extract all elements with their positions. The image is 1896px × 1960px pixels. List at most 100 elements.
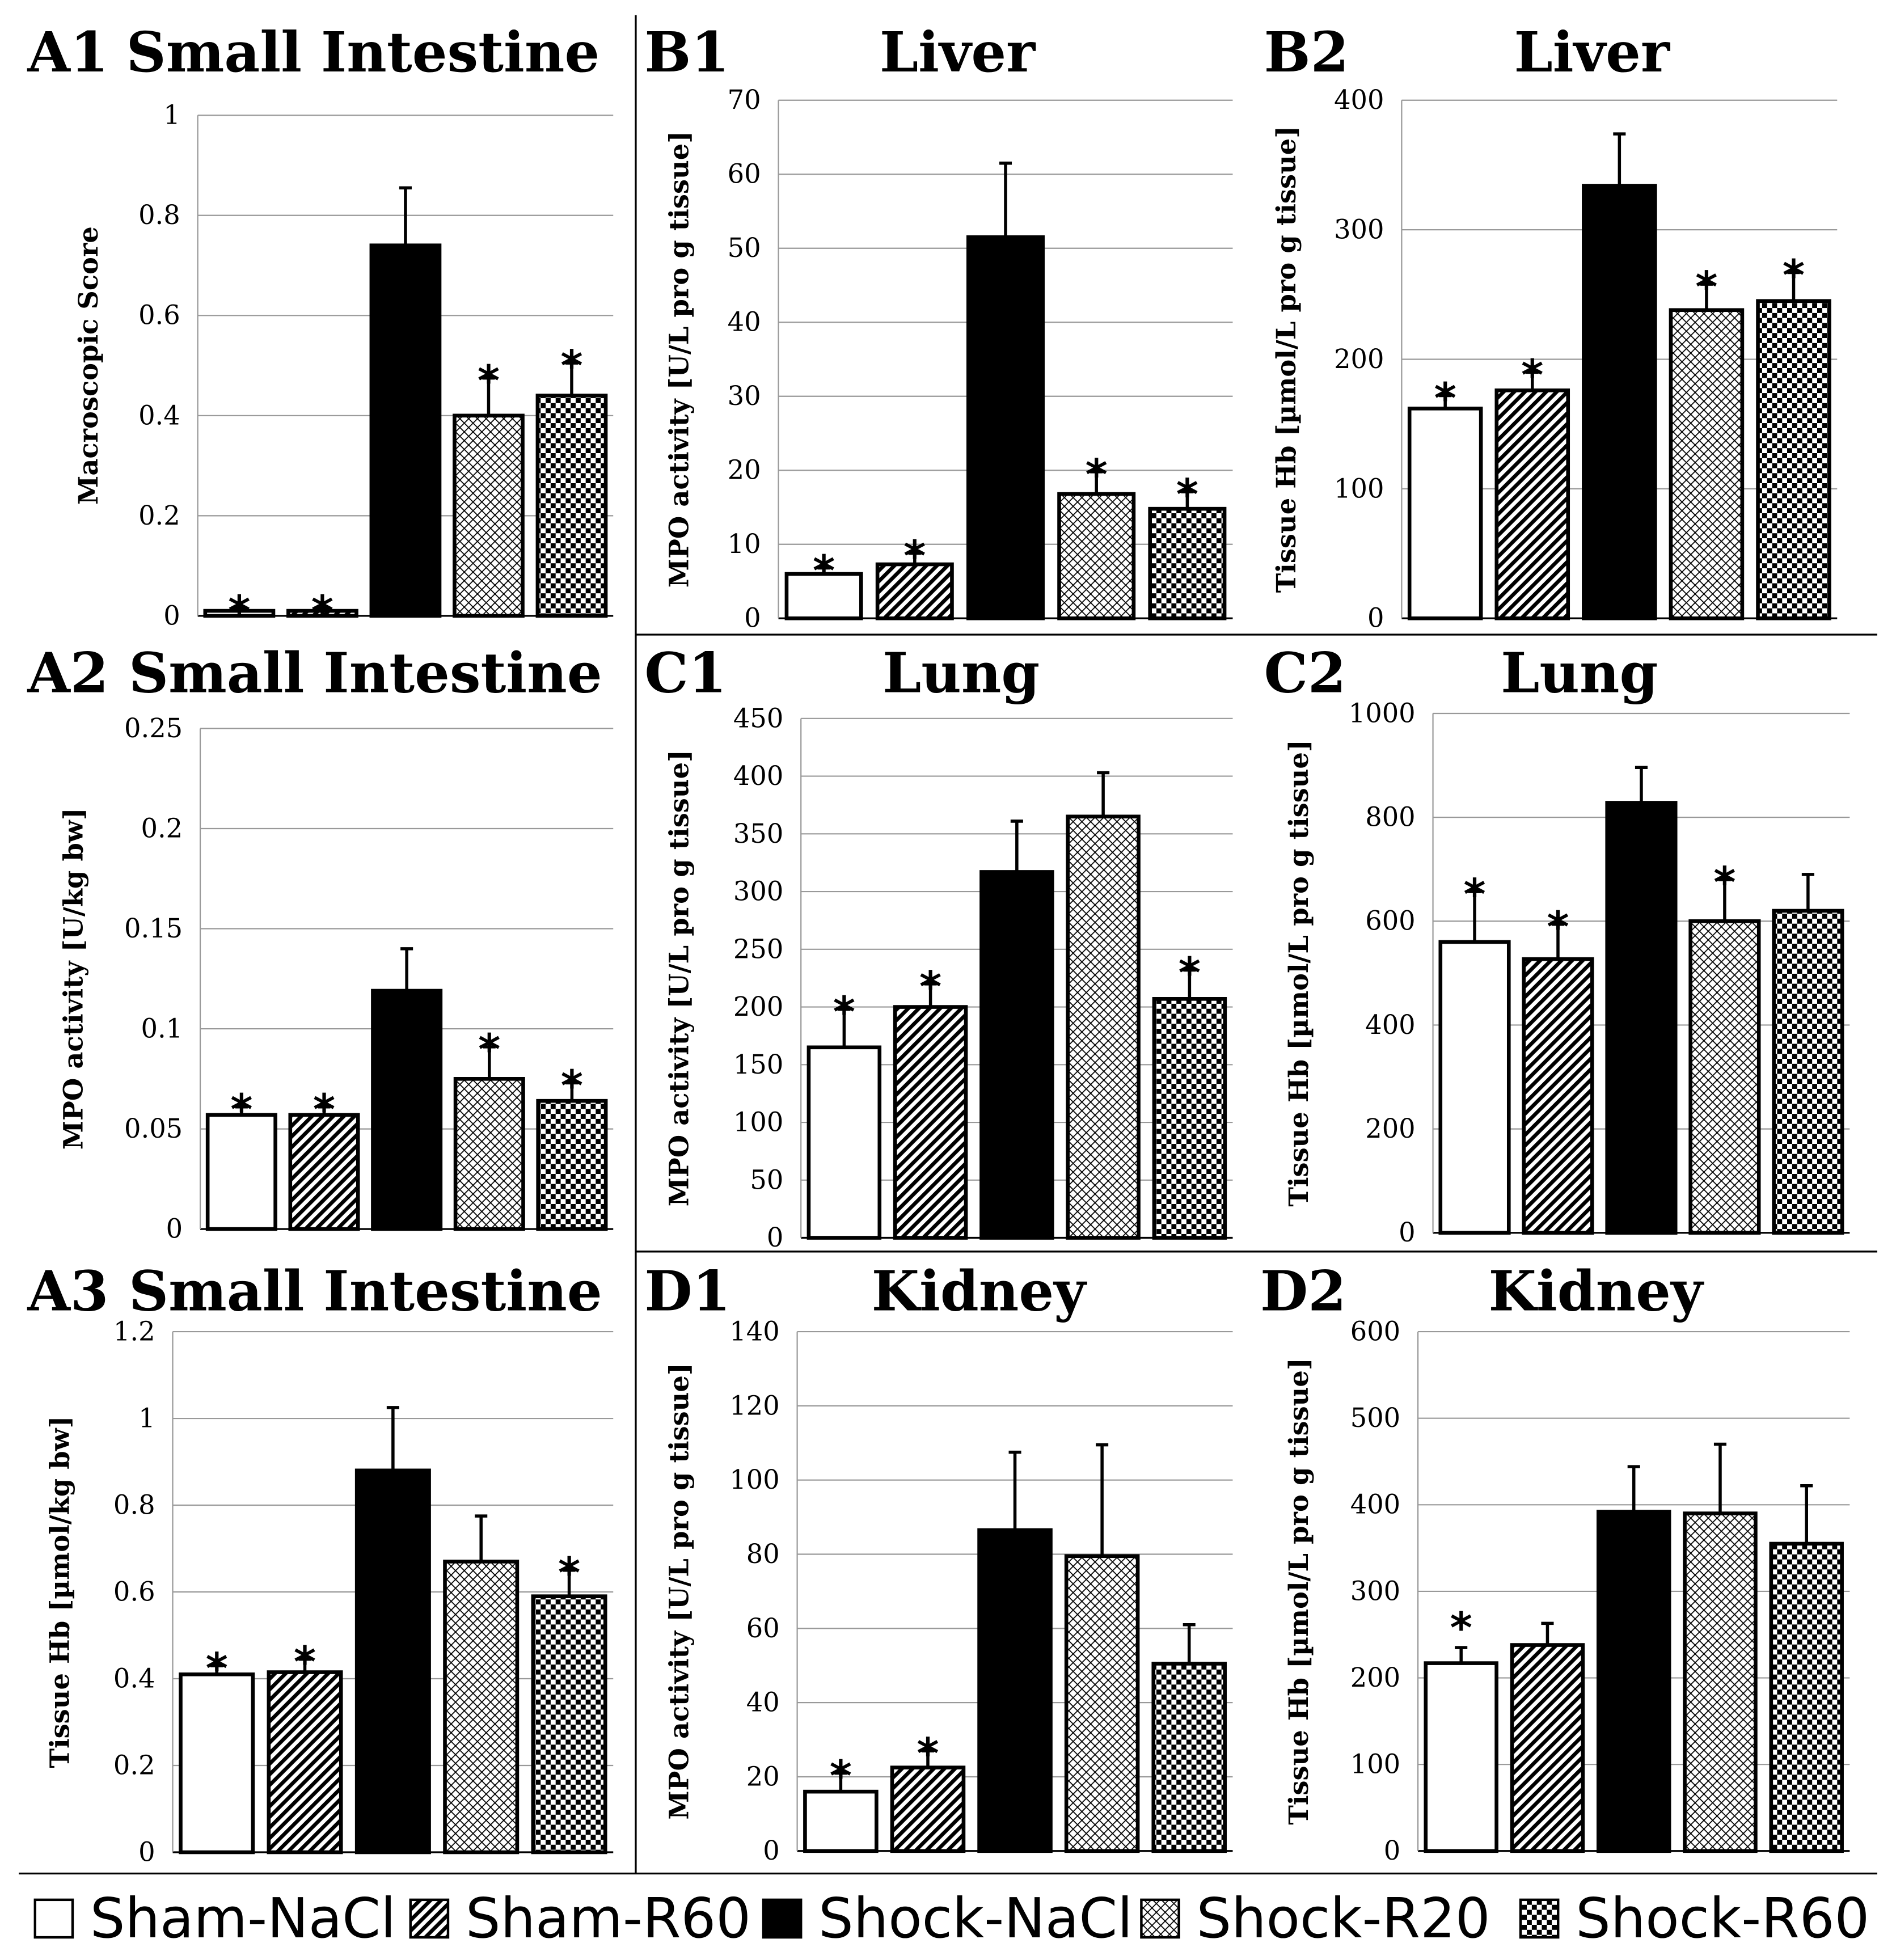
y-tick-label: 120 [729,1390,779,1421]
bar-shock-r20 [1064,1554,1140,1853]
y-axis-label: MPO activity [U/L pro g tissue] [664,131,695,588]
bar-sham-nacl [1424,1661,1498,1853]
bar-shock-r60 [1769,1541,1844,1853]
y-tick-label: 40 [728,307,761,337]
chart-panel-B1: 0 10 20 30 40 50 60 70 MPO activity [U/L pro g t… [644,20,1233,633]
bar-shock-r60 [531,1594,607,1855]
panel-label: A3 [27,1259,109,1324]
panel-label: C1 [644,640,727,705]
y-tick-label: 200 [733,991,783,1022]
y-tick-label: 0.05 [124,1113,183,1144]
bar-shock-nacl [966,235,1045,620]
y-tick-label: 0.6 [113,1576,155,1607]
chart-panel-D2: 0 100 200 300 400 500 600 Tissue Hb [µmol/L pro… [1260,1259,1850,1866]
significance-star: * [833,987,855,1037]
y-tick-label: 300 [733,876,783,907]
significance-star: * [206,1644,228,1693]
bar-shock-r20 [1057,492,1136,620]
bar-sham-nacl [1407,407,1483,620]
chart-panel-C2: 0 200 400 600 800 1000 Tissue Hb [µmol/L pro g… [1264,640,1850,1248]
bar-sham-nacl [203,609,276,618]
bar-shock-r60 [1148,506,1227,620]
legend-label: Shock-R60 [1576,1886,1869,1950]
y-tick-label: 20 [728,455,761,485]
y-tick-label: 60 [746,1613,780,1644]
y-tick-label: 50 [728,233,761,263]
panel-label: A2 [27,640,109,705]
legend: Sham-NaCl Sham-R60 Shock-NaCl Shock-R20 Shoc… [33,1886,1869,1950]
panel-title: Liver [1514,20,1671,85]
y-axis-label: Tissue Hb [µmol/L pro g tissue] [1283,740,1314,1206]
significance-star: * [313,1085,335,1135]
bar-sham-nacl [806,1045,882,1240]
y-tick-label: 100 [729,1464,779,1495]
y-tick-label: 0 [767,1222,783,1253]
bar-sham-nacl [803,1789,879,1853]
y-tick-label: 400 [1365,1009,1415,1040]
y-tick-label: 100 [1350,1749,1400,1780]
panel-title: Small Intestine [126,20,600,85]
legend-item: Shock-R60 [1519,1886,1869,1950]
significance-star: * [1463,869,1485,919]
panel-label: D2 [1260,1259,1346,1324]
significance-star: * [1179,948,1201,998]
y-tick-label: 0.2 [113,1750,155,1780]
y-tick-label: 20 [746,1761,780,1792]
bar-sham-nacl [205,1113,277,1231]
bar-sham-r60 [267,1670,343,1855]
y-tick-label: 10 [728,529,761,559]
bar-sham-r60 [286,609,358,618]
significance-star: * [1450,1603,1472,1653]
y-tick-label: 100 [1334,473,1384,504]
y-tick-label: 300 [1334,214,1384,245]
chart-panel-A2: 0 0.05 0.1 0.15 0.2 0.25 MPO activity [U/kg bw… [27,640,614,1244]
bar-shock-r20 [1683,1511,1758,1853]
significance-star: * [1547,902,1569,952]
y-tick-label: 140 [729,1316,779,1347]
y-tick-label: 0 [763,1835,779,1866]
y-tick-label: 450 [733,703,783,733]
y-tick-label: 1 [163,100,180,130]
y-tick-label: 0 [1384,1835,1400,1866]
y-tick-label: 1000 [1349,698,1416,728]
y-tick-label: 200 [1334,344,1384,374]
y-tick-label: 400 [733,761,783,791]
y-tick-label: 0 [1367,603,1384,633]
legend-item: Shock-NaCl [762,1886,1133,1950]
y-axis-label: MPO activity [U/kg bw] [58,808,89,1150]
significance-star: * [1783,250,1805,300]
significance-star: * [1086,450,1108,500]
y-tick-label: 200 [1365,1113,1415,1144]
y-tick-label: 0.2 [141,813,183,843]
bar-shock-r60 [535,394,608,618]
legend-swatch [33,1898,74,1939]
y-axis-label: Macroscopic Score [73,226,104,505]
legend-label: Sham-R60 [466,1886,751,1950]
panel-label: D1 [644,1259,730,1324]
y-tick-label: 300 [1350,1575,1400,1606]
bar-shock-r60 [1772,909,1844,1235]
significance-star: * [1713,858,1735,907]
bar-shock-r20 [1688,919,1761,1235]
significance-star: * [478,1025,500,1075]
panel-title: Lung [1501,640,1658,705]
y-tick-label: 0.4 [113,1663,155,1693]
significance-star: * [1434,373,1456,423]
legend-swatch [1140,1898,1180,1939]
significance-star: * [311,586,333,636]
bar-shock-r20 [1669,308,1745,620]
y-tick-label: 0 [1399,1217,1415,1248]
y-axis-label: Tissue Hb [µmol/L pro g tissue] [1283,1358,1314,1824]
significance-star: * [813,546,835,595]
y-tick-label: 400 [1350,1489,1400,1520]
bar-shock-r20 [1066,814,1141,1240]
bar-sham-r60 [875,562,954,620]
chart-panel-B2: 0 100 200 300 400 Tissue Hb [µmol/L pro g tis… [1264,20,1838,633]
significance-star: * [917,1729,939,1779]
y-tick-label: 200 [1350,1662,1400,1693]
bar-shock-r20 [443,1560,520,1855]
y-tick-label: 0 [166,1214,183,1244]
legend-swatch [409,1898,450,1939]
significance-star: * [228,586,250,636]
y-tick-label: 0 [138,1836,155,1867]
